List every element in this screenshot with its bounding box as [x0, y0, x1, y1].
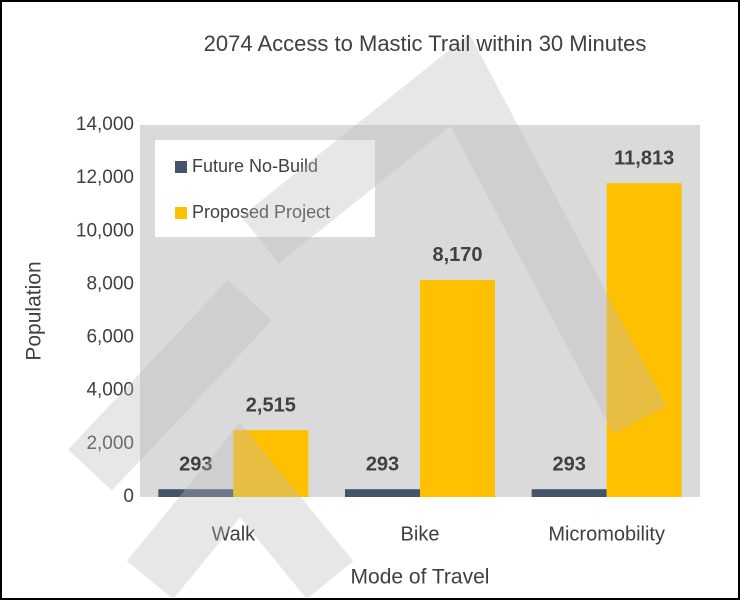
bar	[531, 489, 607, 497]
y-tick-label: 8,000	[86, 273, 134, 294]
data-label: 11,813	[614, 147, 674, 169]
bar	[345, 489, 420, 497]
legend-label: Proposed Project	[192, 202, 330, 222]
data-label: 8,170	[432, 244, 482, 266]
x-tick-label: Bike	[401, 523, 440, 545]
y-tick-label: 14,000	[76, 114, 134, 135]
y-tick-label: 0	[123, 486, 134, 507]
bar	[606, 183, 682, 498]
legend-label: Future No-Build	[192, 156, 318, 176]
bar	[158, 489, 234, 497]
data-label: 293	[366, 453, 399, 475]
y-tick-label: 6,000	[86, 327, 134, 348]
data-label: 2,515	[246, 394, 296, 416]
watermark	[68, 33, 667, 599]
legend: Future No-Build Proposed Project	[155, 140, 375, 237]
y-tick-label: 12,000	[76, 167, 134, 188]
data-label: 293	[552, 453, 585, 475]
x-axis-label: Mode of Travel	[351, 566, 490, 589]
bar	[420, 279, 495, 497]
data-label: 293	[179, 453, 212, 475]
legend-box	[155, 140, 375, 237]
x-tick-label: Walk	[211, 523, 256, 545]
legend-swatch	[175, 161, 187, 173]
y-tick-label: 4,000	[86, 380, 134, 401]
y-axis-label: Population	[23, 261, 46, 360]
legend-swatch	[175, 207, 187, 219]
x-tick-label: Micromobility	[548, 523, 665, 545]
y-tick-label: 2,000	[86, 433, 134, 454]
chart-title: 2074 Access to Mastic Trail within 30 Mi…	[204, 31, 647, 56]
bar	[233, 430, 309, 497]
y-tick-label: 10,000	[76, 220, 134, 241]
